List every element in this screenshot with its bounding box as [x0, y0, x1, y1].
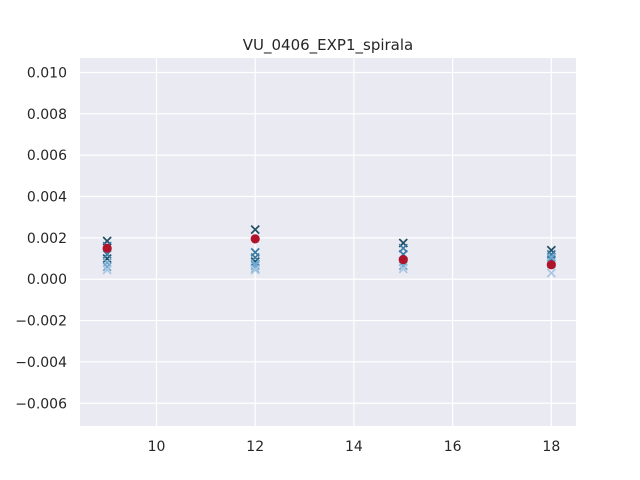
- mean-point: [398, 254, 408, 265]
- x-marker-point: [250, 265, 260, 275]
- y-tick-label: −0.004: [15, 355, 67, 371]
- x-axis: 10 12 14 16 18: [148, 439, 561, 455]
- x-tick-label: 16: [444, 439, 462, 455]
- x-tick-label: 12: [246, 439, 264, 455]
- y-tick-label: 0.004: [27, 190, 67, 206]
- y-tick-label: 0.006: [27, 148, 67, 164]
- x-marker-point: [398, 264, 408, 274]
- y-tick-label: 0.010: [27, 65, 67, 81]
- x-marker-point: [102, 265, 112, 275]
- y-tick-label: −0.006: [15, 396, 67, 412]
- grid-lines: [80, 58, 576, 426]
- chart-title: VU_0406_EXP1_spirala: [243, 36, 413, 55]
- x-marker-point: [546, 268, 556, 278]
- y-tick-label: 0.002: [27, 231, 67, 247]
- mean-point: [102, 243, 112, 253]
- x-tick-label: 10: [148, 439, 166, 455]
- x-marker-point: [250, 224, 260, 235]
- plot-area: [80, 58, 576, 426]
- y-tick-label: 0.000: [27, 272, 67, 288]
- y-axis: −0.006 −0.004 −0.002 0.000 0.002 0.004 0.006 0.…: [15, 65, 67, 412]
- x-tick-label: 14: [345, 439, 363, 455]
- x-marker-point: [102, 262, 112, 272]
- mean-point: [546, 260, 556, 270]
- x-tick-label: 18: [542, 439, 560, 455]
- mean-point: [250, 234, 260, 244]
- data-points: [102, 224, 556, 278]
- y-tick-label: 0.008: [27, 107, 67, 123]
- y-tick-label: −0.002: [15, 314, 67, 330]
